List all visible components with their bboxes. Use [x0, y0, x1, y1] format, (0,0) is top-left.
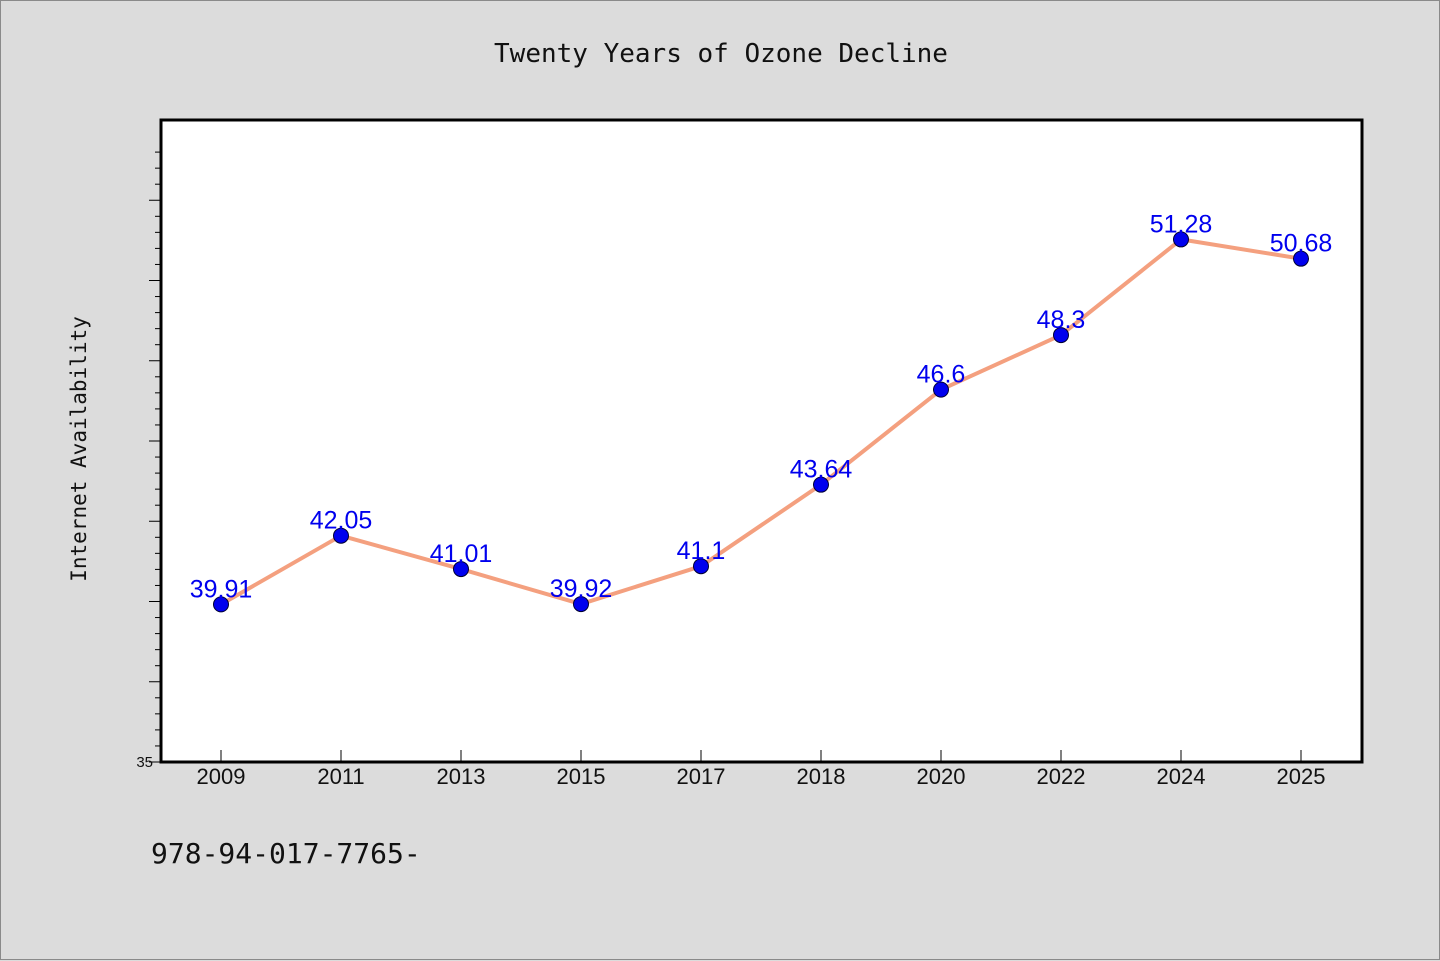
footnote: 978-94-017-7765- [151, 837, 421, 870]
data-label: 50.68 [1270, 230, 1333, 258]
series-line [219, 237, 1303, 607]
data-label: 46.6 [917, 361, 966, 389]
data-label: 43.64 [790, 456, 853, 484]
data-point [1053, 327, 1069, 344]
data-label: 39.91 [190, 575, 253, 603]
y-axis-label: Internet Availability [67, 316, 91, 582]
data-label: 51.28 [1150, 210, 1213, 238]
data-point [453, 561, 469, 578]
data-point [933, 381, 949, 398]
data-label: 39.92 [550, 575, 613, 603]
data-point [1293, 250, 1309, 267]
x-tick-label: 2025 [1277, 764, 1326, 789]
x-tick-label: 2013 [437, 764, 486, 789]
data-label: 48.3 [1037, 306, 1086, 334]
x-tick-label: 2011 [317, 764, 364, 789]
data-point [573, 596, 589, 613]
x-tick-label: 2024 [1157, 764, 1206, 789]
data-labels-layer: 39.91 42.05 41.01 39.92 41.1 43.64 46.6 48.3 51.… [190, 210, 1333, 603]
x-tick-label: 2009 [197, 764, 246, 789]
y-tick-label: 35 [136, 754, 153, 771]
data-point [1173, 231, 1189, 248]
data-point [213, 596, 229, 613]
x-tick-label: 2015 [557, 764, 606, 789]
data-label: 41.1 [677, 537, 726, 565]
x-tick-label: 2017 [677, 764, 726, 789]
y-axis-ticks: 35 [136, 151, 161, 771]
x-tick-label: 2018 [797, 764, 846, 789]
chart-title: Twenty Years of Ozone Decline [494, 39, 948, 69]
x-axis-ticks: 2009 2011 2013 2015 2017 2018 2020 2022 2024 2025 [197, 750, 1326, 789]
data-point [333, 527, 349, 544]
data-point [693, 558, 709, 575]
data-label: 41.01 [430, 540, 493, 568]
x-tick-label: 2022 [1037, 764, 1086, 789]
x-tick-label: 2020 [917, 764, 966, 789]
data-point [813, 476, 829, 493]
data-label: 42.05 [310, 507, 373, 535]
plot-area [159, 118, 1364, 764]
series-layer [213, 231, 1309, 613]
